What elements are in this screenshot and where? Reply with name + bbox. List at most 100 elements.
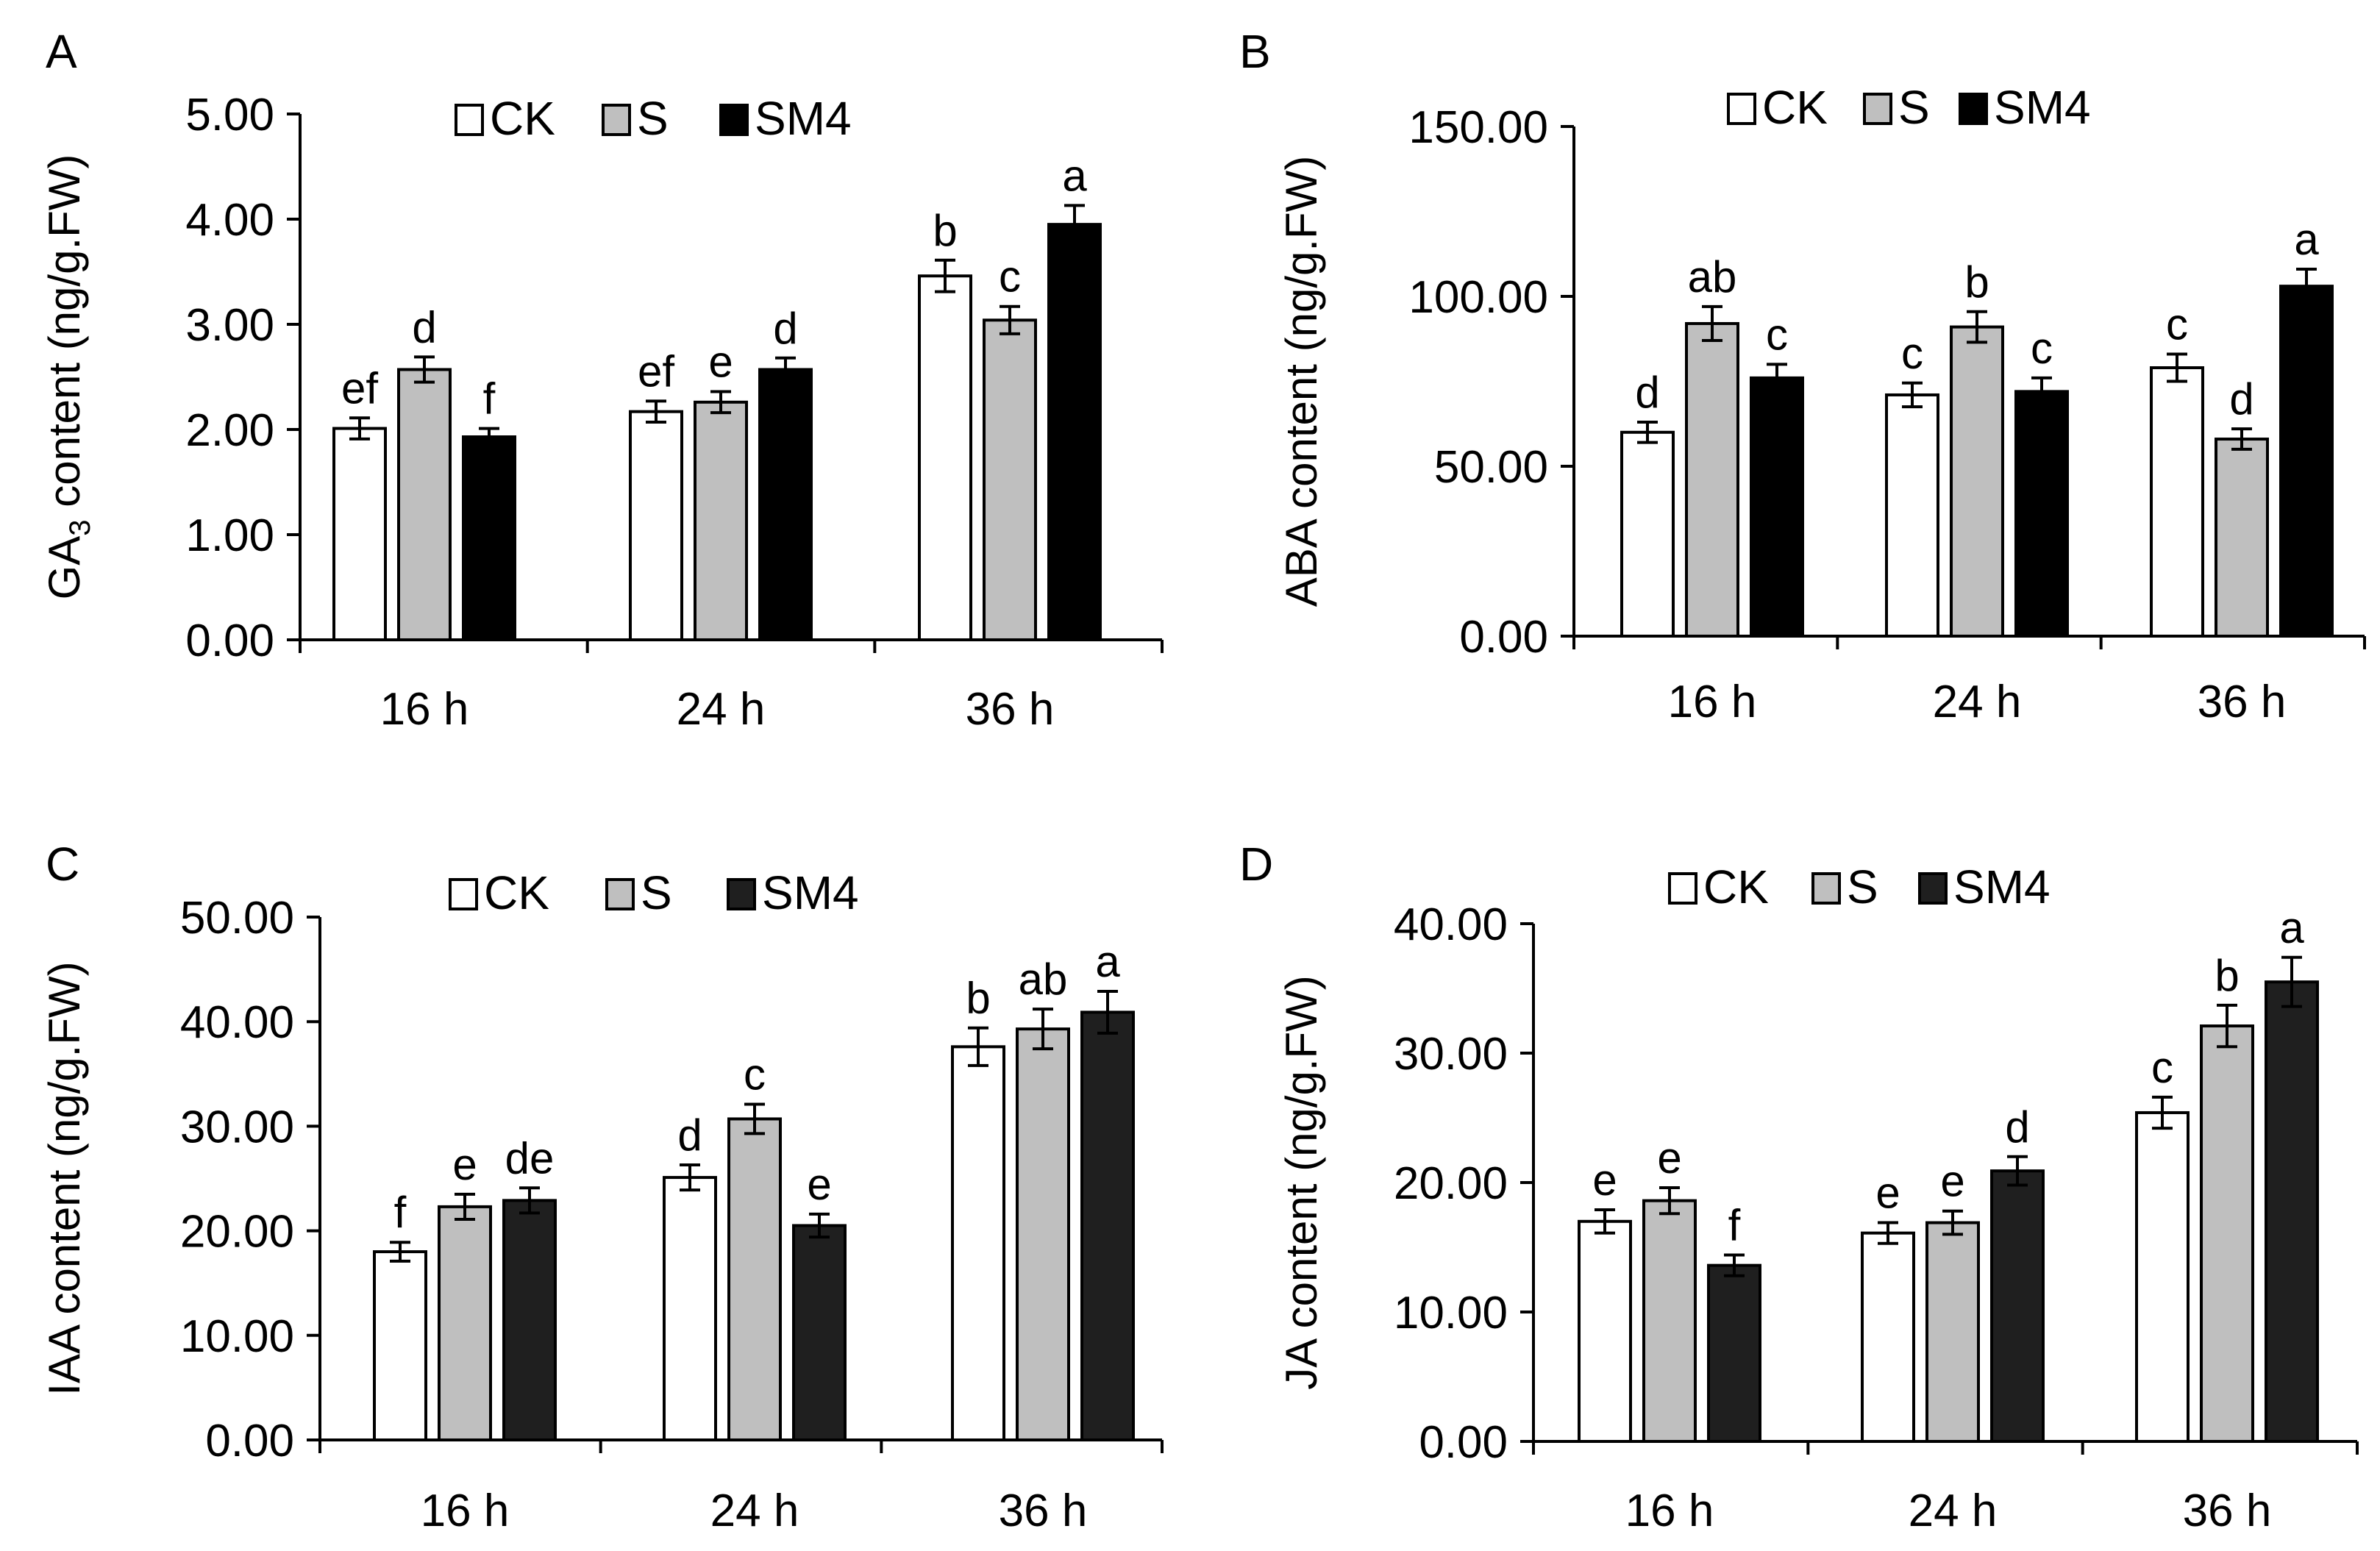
significance-letter: d	[1635, 368, 1659, 417]
x-tick-label: 16 h	[1625, 1486, 1714, 1536]
significance-letter: c	[2031, 324, 2053, 373]
legend-label-ck: CK	[484, 866, 549, 919]
significance-letter: ef	[341, 363, 378, 413]
x-tick-label: 24 h	[1933, 677, 2022, 727]
panel-b: B 0.00 50.00 100.00 150.00 16 h 24 h 36 h ABA co…	[1239, 25, 2366, 727]
y-tick-label: 50.00	[180, 893, 294, 944]
significance-letter: b	[1964, 257, 1989, 307]
significance-letter: c	[1901, 329, 1923, 378]
legend-swatch-sm4	[1918, 872, 1948, 905]
bar-ck	[1861, 1231, 1915, 1443]
legend-label-sm4: SM4	[1953, 860, 2051, 913]
bar-sm4	[1707, 1263, 1761, 1444]
significance-letter: d	[773, 304, 797, 353]
y-tick-label: 50.00	[1434, 442, 1548, 493]
bar-ck	[629, 410, 683, 641]
significance-letter: a	[1095, 937, 1120, 986]
y-tick-label: 2.00	[185, 405, 274, 456]
significance-letter: f	[394, 1188, 407, 1237]
significance-letter: f	[1728, 1201, 1741, 1250]
y-tick-label: 100.00	[1408, 272, 1548, 323]
y-axis-title: IAA content (ng/g.FW)	[40, 961, 89, 1395]
y-axis-title-subscript: 3	[64, 519, 96, 535]
x-tick-label: 24 h	[677, 684, 766, 735]
y-tick-label: 1.00	[185, 510, 274, 561]
bar-ck	[2150, 366, 2204, 638]
y-tick-label: 0.00	[185, 616, 274, 666]
significance-letter: e	[708, 338, 733, 387]
y-tick-label: 10.00	[1394, 1288, 1508, 1338]
bar-sm4	[2014, 390, 2069, 638]
y-tick-label: 30.00	[1394, 1029, 1508, 1080]
significance-letter: e	[1592, 1155, 1617, 1205]
y-tick-label: 40.00	[180, 997, 294, 1048]
legend-label-ck: CK	[490, 92, 555, 145]
x-tick-label: 16 h	[1668, 677, 1757, 727]
bar-ck	[332, 427, 387, 641]
panel-letter: D	[1239, 838, 1273, 891]
significance-letter: c	[2166, 300, 2188, 349]
legend-label-sm4: SM4	[762, 866, 859, 919]
legend-swatch-s	[605, 878, 635, 910]
x-tick-label: 16 h	[380, 684, 469, 735]
y-tick-label: 20.00	[180, 1207, 294, 1258]
bar-s	[438, 1205, 492, 1442]
significance-letter: de	[505, 1133, 555, 1183]
y-tick-label: 10.00	[180, 1311, 294, 1362]
y-axis-title-rest: content (ng/g.FW)	[40, 154, 89, 520]
y-tick-label: 0.00	[1459, 612, 1548, 663]
legend-swatch-s	[1863, 93, 1892, 125]
significance-letter: b	[933, 206, 957, 255]
legend-swatch-sm4	[719, 104, 749, 136]
bar-s	[2215, 438, 2269, 638]
significance-letter: c	[999, 252, 1021, 302]
significance-letter: d	[2005, 1102, 2029, 1152]
y-axis-title-main: IAA content (ng/g.FW)	[40, 961, 89, 1395]
bar-ck	[373, 1250, 427, 1442]
panel-d: D 0.00 10.00 20.00 30.00 40.00 16 h 24 h 36 h JA …	[1239, 838, 2359, 1536]
significance-letter: c	[744, 1050, 766, 1099]
significance-letter: d	[677, 1110, 702, 1160]
y-tick-label: 30.00	[180, 1102, 294, 1152]
bar-sm4	[2279, 285, 2334, 638]
y-tick-label: 150.00	[1408, 102, 1548, 153]
significance-letter: b	[2215, 951, 2239, 1000]
panel-letter: C	[46, 838, 79, 891]
y-axis-title: GA3 content (ng/g.FW)	[40, 154, 96, 600]
y-tick-label: 0.00	[1419, 1417, 1508, 1468]
bar-sm4	[758, 368, 813, 641]
y-axis-title-main: JA content (ng/g.FW)	[1277, 975, 1326, 1390]
significance-letter: e	[452, 1140, 477, 1189]
x-tick-label: 24 h	[1909, 1486, 1998, 1536]
panel-letter: B	[1239, 25, 1271, 78]
y-tick-label: 0.00	[205, 1416, 294, 1466]
bar-sm4	[792, 1224, 847, 1441]
y-axis-title-main: GA	[40, 536, 89, 600]
legend-label-s: S	[1847, 860, 1878, 913]
x-tick-label: 36 h	[2183, 1486, 2272, 1536]
bar-s	[983, 318, 1037, 641]
significance-letter: e	[1875, 1169, 1900, 1218]
significance-letter: f	[483, 374, 496, 424]
bar-s	[1685, 321, 1739, 638]
x-tick-label: 36 h	[999, 1486, 1088, 1536]
y-tick-label: 3.00	[185, 300, 274, 351]
legend-label-sm4: SM4	[755, 92, 852, 145]
legend-label-s: S	[637, 92, 669, 145]
y-tick-label: 5.00	[185, 90, 274, 140]
legend-swatch-ck	[1668, 872, 1697, 905]
significance-letter: e	[807, 1160, 831, 1209]
significance-letter: e	[1940, 1157, 1964, 1206]
y-tick-label: 20.00	[1394, 1158, 1508, 1209]
y-axis-title: ABA content (ng/g.FW)	[1277, 156, 1326, 607]
bar-s	[1925, 1221, 1980, 1444]
legend-label-s: S	[1898, 81, 1930, 134]
significance-letter: a	[1062, 151, 1087, 200]
significance-letter: e	[1657, 1133, 1681, 1183]
legend-label-sm4: SM4	[1994, 81, 2091, 134]
bar-sm4	[2265, 980, 2319, 1443]
y-axis-title-main: ABA content (ng/g.FW)	[1277, 156, 1326, 607]
significance-letter: b	[966, 974, 990, 1023]
y-tick-label: 40.00	[1394, 899, 1508, 950]
